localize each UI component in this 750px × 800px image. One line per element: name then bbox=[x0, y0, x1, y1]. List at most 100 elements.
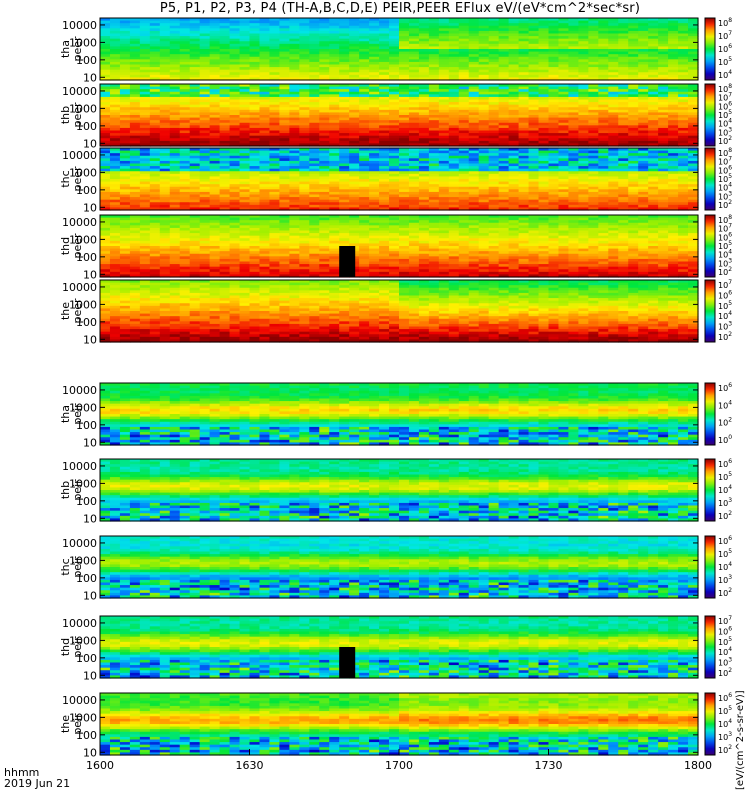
y-tick-label: 10 bbox=[83, 333, 97, 346]
colorbar bbox=[704, 147, 716, 211]
x-tick-label: 1800 bbox=[684, 759, 712, 772]
data-gap bbox=[339, 647, 356, 678]
panel-ylabel: thb peer bbox=[59, 102, 84, 128]
y-tick-label: 1000 bbox=[69, 477, 97, 490]
colorbar bbox=[704, 17, 716, 81]
y-tick-label: 1000 bbox=[69, 166, 97, 179]
x-tick-label: 1730 bbox=[535, 759, 563, 772]
spectrogram-panel: 10 100 1000 10000 106 105 104 103 102 bbox=[62, 692, 732, 759]
y-tick-label: 100 bbox=[76, 495, 97, 508]
colorbar-tick-label: 105 bbox=[718, 705, 732, 716]
colorbar-tick-label: 105 bbox=[718, 240, 732, 251]
colorbar-tick-label: 104 bbox=[718, 310, 732, 321]
y-tick-label: 1000 bbox=[69, 711, 97, 724]
colorbar-tick-label: 106 bbox=[718, 382, 732, 393]
y-tick-label: 10000 bbox=[62, 19, 97, 32]
panel-frame bbox=[99, 214, 699, 278]
y-tick-label: 10000 bbox=[62, 281, 97, 294]
colorbar-tick-label: 105 bbox=[718, 56, 732, 67]
colorbar bbox=[704, 382, 716, 446]
y-tick-label: 10000 bbox=[62, 149, 97, 162]
colorbar bbox=[704, 83, 716, 147]
panel-frame bbox=[99, 279, 699, 343]
colorbar-tick-label: 102 bbox=[718, 510, 732, 521]
colorbar-tick-label: 102 bbox=[718, 199, 732, 210]
panel-ylabel: thc peir bbox=[59, 556, 84, 578]
y-tick-label: 10000 bbox=[62, 694, 97, 707]
y-tick-label: 10000 bbox=[62, 617, 97, 630]
colorbar-tick-label: 104 bbox=[718, 69, 732, 80]
y-tick-label: 1000 bbox=[69, 36, 97, 49]
colorbar-tick-label: 102 bbox=[718, 417, 732, 428]
colorbar-tick-label: 102 bbox=[718, 266, 732, 277]
colorbar-tick-label: 104 bbox=[718, 561, 732, 572]
colorbar-tick-label: 103 bbox=[718, 126, 732, 137]
colorbar-tick-label: 106 bbox=[718, 625, 732, 636]
colorbar-tick-label: 108 bbox=[718, 83, 732, 94]
colorbar-tick-label: 105 bbox=[718, 471, 732, 482]
colorbar-tick-label: 107 bbox=[718, 279, 732, 290]
y-tick-label: 100 bbox=[76, 572, 97, 585]
panel-ylabel: thc peer bbox=[59, 166, 84, 192]
panel-frame bbox=[99, 535, 699, 599]
panel-ylabel: tha peer bbox=[59, 36, 84, 62]
colorbar-tick-label: 102 bbox=[718, 135, 732, 146]
y-tick-label: 100 bbox=[76, 652, 97, 665]
colorbar-tick-label: 105 bbox=[718, 548, 732, 559]
colorbar-tick-label: 106 bbox=[718, 458, 732, 469]
y-tick-label: 10 bbox=[83, 589, 97, 602]
date-label: 2019 Jun 21 bbox=[4, 777, 71, 790]
colorbar-tick-label: 102 bbox=[718, 667, 732, 678]
panel-frame bbox=[99, 615, 699, 679]
y-tick-label: 10000 bbox=[62, 537, 97, 550]
panel-ylabel: thd peer bbox=[59, 233, 84, 259]
colorbar-tick-label: 104 bbox=[718, 646, 732, 657]
time-axis-label: hhmm bbox=[4, 766, 40, 779]
y-tick-label: 1000 bbox=[69, 401, 97, 414]
colorbar-tick-label: 107 bbox=[718, 156, 732, 167]
colorbar-tick-label: 107 bbox=[718, 92, 732, 103]
colorbar-tick-label: 104 bbox=[718, 718, 732, 729]
y-tick-label: 1000 bbox=[69, 233, 97, 246]
colorbar-tick-label: 104 bbox=[718, 249, 732, 260]
y-tick-label: 100 bbox=[76, 54, 97, 67]
colorbar-tick-label: 103 bbox=[718, 657, 732, 668]
panel-frame bbox=[99, 458, 699, 522]
y-tick-label: 10000 bbox=[62, 460, 97, 473]
panel-ylabel: the peer bbox=[59, 298, 84, 324]
colorbar-tick-label: 103 bbox=[718, 321, 732, 332]
colorbar-tick-label: 106 bbox=[718, 231, 732, 242]
panel-frame bbox=[99, 382, 699, 446]
y-tick-label: 10 bbox=[83, 201, 97, 214]
colorbar-tick-label: 104 bbox=[718, 484, 732, 495]
colorbar-tick-label: 108 bbox=[718, 214, 732, 225]
colorbar-tick-label: 106 bbox=[718, 692, 732, 703]
y-tick-label: 10000 bbox=[62, 384, 97, 397]
spectrogram-panel: 10 100 1000 10000 106 104 102 100 bbox=[62, 382, 732, 449]
colorbar-tick-label: 107 bbox=[718, 615, 732, 626]
y-tick-label: 1000 bbox=[69, 554, 97, 567]
panel-ylabel: the peir bbox=[59, 713, 84, 735]
y-tick-label: 10 bbox=[83, 137, 97, 150]
colorbar-tick-label: 108 bbox=[718, 147, 732, 158]
y-tick-label: 1000 bbox=[69, 298, 97, 311]
colorbar-tick-label: 102 bbox=[718, 744, 732, 755]
colorbar-tick-label: 106 bbox=[718, 43, 732, 54]
y-tick-label: 100 bbox=[76, 251, 97, 264]
x-tick-label: 1630 bbox=[236, 759, 264, 772]
x-tick-label: 1600 bbox=[86, 759, 114, 772]
panel-frame bbox=[99, 147, 699, 211]
colorbar-tick-label: 106 bbox=[718, 164, 732, 175]
y-tick-label: 10 bbox=[83, 71, 97, 84]
colorbar-tick-label: 105 bbox=[718, 173, 732, 184]
y-tick-label: 100 bbox=[76, 729, 97, 742]
y-tick-label: 10000 bbox=[62, 85, 97, 98]
colorbar-tick-label: 105 bbox=[718, 109, 732, 120]
y-tick-label: 10 bbox=[83, 512, 97, 525]
x-tick-label: 1700 bbox=[385, 759, 413, 772]
colorbar-tick-label: 108 bbox=[718, 17, 732, 28]
colorbar-tick-label: 105 bbox=[718, 636, 732, 647]
